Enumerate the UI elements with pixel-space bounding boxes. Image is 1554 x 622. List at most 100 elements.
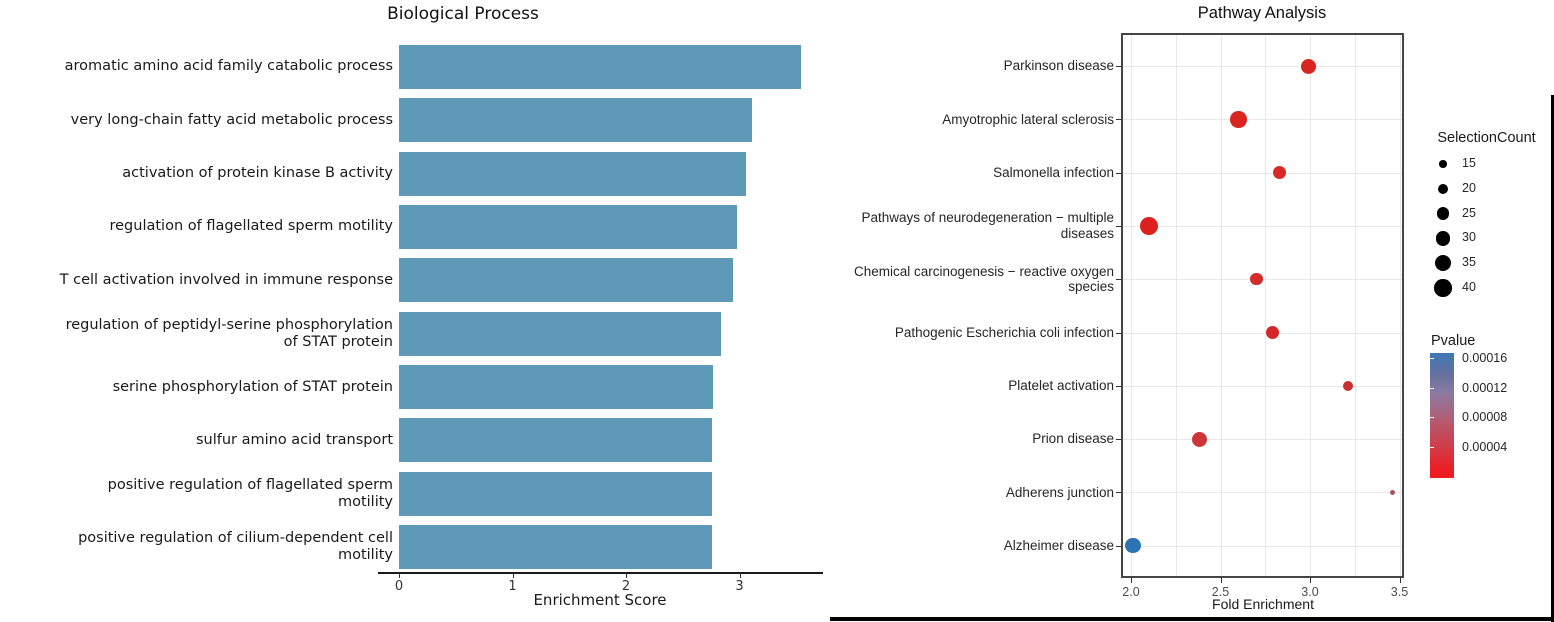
left-x-axis-line [378,572,823,574]
size-legend-label: 40 [1462,280,1476,294]
category-label: Alzheimer disease [1003,537,1114,553]
h-gridline [1123,172,1402,174]
bar-t-cell-activation-involved-in-immune-res [399,258,733,303]
right-x-tick-label: 3.5 [1390,585,1409,599]
point-salmonella-infection [1272,165,1287,180]
right-y-tick [1116,279,1121,281]
bar-label: regulation of flagellated sperm motility [109,218,393,235]
right-chart-title: Pathway Analysis [1197,4,1327,22]
size-legend-label: 30 [1462,230,1476,245]
bar-label: positive regulation of flagellated sperm… [107,476,393,510]
v-gridline [1265,35,1267,576]
color-legend-title: Pvalue [1431,333,1476,349]
category-label: Adherens junction [1005,484,1114,500]
size-legend-dot [1438,183,1448,194]
point-amyotrophic-lateral-sclerosis [1230,111,1247,128]
bar-activation-of-protein-kinase-b-activity [399,151,747,196]
right-y-tick [1116,439,1121,441]
h-gridline [1123,119,1402,121]
right-figure-right-border [1551,95,1554,622]
bar-regulation-of-flagellated-sperm-motility [399,205,738,250]
bar-label: activation of protein kinase B activity [122,165,393,182]
bar-label: serine phosphorylation of STAT protein [112,378,393,395]
size-legend-dot [1435,231,1451,246]
point-prion-disease [1191,431,1207,447]
right-y-tick [1116,492,1121,494]
h-gridline [1123,439,1402,441]
point-adherens-junction [1389,489,1395,495]
left-x-tick [626,573,627,578]
pvalue-colorbar [1430,353,1454,478]
left-x-tick [399,573,400,578]
v-gridline [1310,35,1311,576]
h-gridline [1123,66,1402,67]
colorbar-tick [1430,358,1434,359]
left-x-tick [739,573,741,578]
h-gridline [1123,332,1402,334]
point-pathogenic-escherichia-coli-infection [1265,325,1280,340]
v-gridline [1354,35,1356,576]
left-x-tick [512,573,514,578]
right-y-tick [1116,119,1121,121]
h-gridline [1123,492,1402,494]
right-x-tick-label: 3.0 [1301,585,1319,599]
category-label: Amyotrophic lateral sclerosis [942,111,1114,127]
pathway-plot-panel [1121,33,1404,578]
bar-label: very long-chain fatty acid metabolic pro… [70,111,393,128]
point-platelet-activation [1342,380,1353,391]
size-legend-dot [1435,255,1451,272]
category-label: Salmonella infection [993,164,1114,180]
bar-aromatic-amino-acid-family-catabolic-pro [399,45,801,89]
point-parkinson-disease [1300,58,1316,74]
size-legend-label: 35 [1462,255,1476,270]
bar-label: aromatic amino acid family catabolic pro… [64,58,393,75]
left-x-tick-label: 3 [735,579,744,594]
v-gridline [1220,35,1222,576]
left-x-tick-label: 0 [394,579,404,594]
right-x-axis-label: Fold Enrichment [1212,596,1314,612]
h-gridline [1123,385,1402,387]
right-y-tick [1116,332,1121,334]
right-x-tick-label: 2.0 [1122,585,1140,599]
h-gridline [1123,545,1402,547]
category-label: Prion disease [1032,431,1114,447]
category-label: Chemical carcinogenesis − reactive oxyge… [853,263,1114,295]
size-legend-dot [1436,207,1450,220]
size-legend-label: 15 [1462,156,1476,170]
right-y-tick [1116,385,1121,387]
category-label: Pathogenic Escherichia coli infection [894,324,1114,340]
point-chemical-carcinogenesis-reactive-oxygen- [1250,272,1263,286]
bar-serine-phosphorylation-of-stat-protein [399,365,714,410]
colorbar-tick [1430,417,1434,419]
size-legend-dot [1439,160,1447,168]
bar-label: sulfur amino acid transport [195,431,393,448]
left-x-axis-label: Enrichment Score [533,591,667,609]
category-label: Platelet activation [1008,378,1114,394]
colorbar-tick [1430,387,1434,389]
right-y-tick [1116,66,1121,67]
size-legend-dot [1434,279,1452,297]
v-gridline [1131,35,1132,576]
size-legend-label: 25 [1462,205,1476,220]
h-gridline [1123,225,1402,227]
left-x-tick-label: 1 [508,579,517,594]
bar-positive-regulation-of-flagellated-sperm [399,471,713,516]
right-y-tick [1116,225,1121,227]
v-gridline [1399,35,1401,576]
colorbar-tick-label: 0.00008 [1462,410,1508,425]
bar-very-long-chain-fatty-acid-metabolic-pro [399,98,752,143]
colorbar-tick-label: 0.00004 [1462,440,1508,455]
bar-positive-regulation-of-cilium-dependent- [399,525,713,570]
right-x-tick-label: 2.5 [1211,585,1230,599]
point-alzheimer-disease [1125,537,1141,554]
right-figure-bottom-border [830,617,1554,621]
right-y-tick [1116,545,1121,547]
bar-label: regulation of peptidyl-serine phosphoryl… [65,316,393,350]
colorbar-tick-label: 0.00016 [1462,351,1508,365]
colorbar-tick-label: 0.00012 [1462,380,1508,395]
right-x-tick [1131,578,1132,583]
v-gridline [1175,35,1177,576]
size-legend-title: SelectionCount [1437,130,1536,146]
size-legend-label: 20 [1462,180,1476,195]
